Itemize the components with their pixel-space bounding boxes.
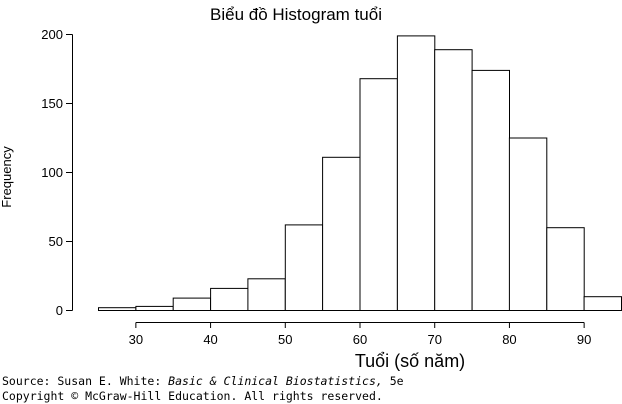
source-book-title: Basic & Clinical Biostatistics, (168, 374, 383, 388)
source-note: Source: Susan E. White: Basic & Clinical… (2, 374, 404, 404)
chart-title: Biểu đồ Histogram tuổi (210, 5, 382, 24)
source-line: Source: Susan E. White: Basic & Clinical… (2, 374, 404, 389)
histogram-bar (98, 307, 137, 312)
x-tick-label: 30 (129, 332, 143, 347)
histogram-bar (471, 69, 511, 312)
y-tick-label: 0 (56, 303, 63, 318)
x-axis: 30 40 50 60 70 80 90 (129, 322, 591, 347)
x-tick-label: 80 (502, 332, 516, 347)
histogram-bar (322, 156, 361, 311)
histogram-chart: Biểu đồ Histogram tuổi 0 50 100 150 200 30 40… (0, 5, 622, 371)
y-axis: 0 50 100 150 200 (41, 27, 73, 318)
y-tick-label: 100 (41, 165, 63, 180)
histogram-bar (434, 49, 473, 311)
x-tick-label: 40 (203, 332, 217, 347)
source-prefix: Source: Susan E. White: (2, 374, 169, 388)
histogram-bar (396, 35, 436, 312)
bars-group (98, 35, 622, 312)
x-tick-label: 50 (278, 332, 292, 347)
x-axis-label: Tuổi (số năm) (355, 351, 465, 371)
histogram-bar (247, 278, 286, 311)
histogram-bar (135, 305, 174, 311)
copyright-line: Copyright © McGraw-Hill Education. All r… (2, 389, 383, 403)
source-edition: 5e (382, 374, 404, 388)
x-tick-label: 90 (577, 332, 591, 347)
histogram-bar (546, 227, 585, 311)
y-tick-label: 50 (49, 234, 63, 249)
histogram-bar (172, 297, 212, 312)
y-axis-label: Frequency (0, 146, 14, 208)
histogram-bar (583, 296, 622, 312)
histogram-bar (210, 287, 249, 311)
histogram-bar (284, 224, 324, 311)
x-tick-label: 70 (427, 332, 441, 347)
y-tick-label: 150 (41, 96, 63, 111)
y-tick-label: 200 (41, 27, 63, 42)
x-tick-label: 60 (353, 332, 367, 347)
histogram-bar (508, 137, 548, 311)
histogram-bar (359, 78, 398, 311)
